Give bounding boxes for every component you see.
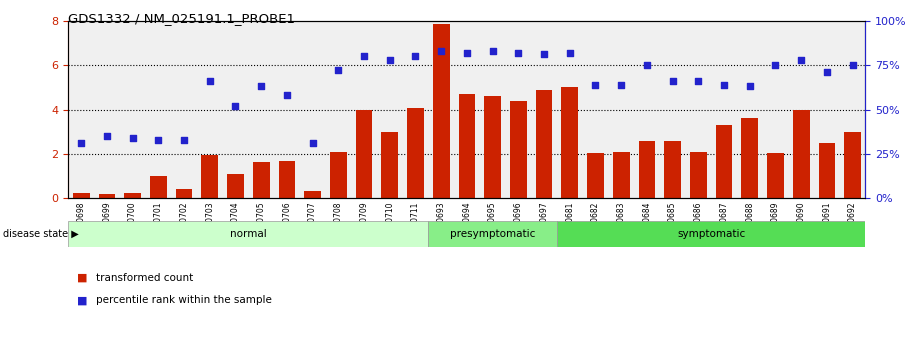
Point [717,82,732,87]
Point [99,134,114,139]
Bar [382,132,398,198]
Bar [742,118,758,198]
Point [228,103,242,109]
Point [614,82,629,87]
Bar [844,132,861,198]
Bar [150,176,167,198]
Point [562,50,577,56]
Bar [639,141,655,198]
Point [305,140,320,146]
Bar [433,24,449,198]
Point [820,69,834,75]
Bar [98,194,116,198]
Bar [253,162,270,198]
Bar [355,110,373,198]
Bar [124,193,141,198]
Bar [201,155,218,198]
Bar [793,110,810,198]
Text: transformed count: transformed count [96,273,193,283]
Bar [690,152,707,198]
Bar [767,153,783,198]
Point [486,48,500,54]
Point [640,62,654,68]
Bar [304,190,321,198]
Bar [485,96,501,198]
Bar [818,143,835,198]
Point [126,135,140,141]
Point [845,62,860,68]
Text: ■: ■ [77,273,88,283]
Point [691,78,706,84]
Point [357,53,372,59]
Point [254,84,269,89]
Point [280,92,294,98]
Point [434,48,448,54]
Text: ■: ■ [77,295,88,305]
Bar [536,90,552,198]
Point [331,68,345,73]
Bar [613,152,630,198]
Point [177,137,191,142]
Bar [561,87,578,198]
Point [383,57,397,62]
Point [408,53,423,59]
Bar [73,193,89,198]
Point [537,52,551,57]
Point [74,140,88,146]
Text: normal: normal [230,229,267,239]
Bar [664,141,681,198]
Bar [557,221,865,247]
Text: presymptomatic: presymptomatic [450,229,536,239]
Bar [428,221,557,247]
Text: percentile rank within the sample: percentile rank within the sample [96,295,271,305]
Point [202,78,217,84]
Point [589,82,603,87]
Bar [510,101,527,198]
Bar [587,153,604,198]
Point [742,84,757,89]
Point [459,50,474,56]
Point [665,78,680,84]
Text: symptomatic: symptomatic [677,229,745,239]
Point [511,50,526,56]
Text: disease state ▶: disease state ▶ [3,229,78,239]
Point [768,62,783,68]
Point [793,57,808,62]
Bar [330,152,347,198]
Bar [227,174,244,198]
Bar [716,125,732,198]
Bar [279,161,295,198]
Text: GDS1332 / NM_025191.1_PROBE1: GDS1332 / NM_025191.1_PROBE1 [68,12,295,25]
Bar [68,221,428,247]
Bar [458,94,476,198]
Bar [176,189,192,198]
Bar [407,108,424,198]
Point [151,137,166,142]
